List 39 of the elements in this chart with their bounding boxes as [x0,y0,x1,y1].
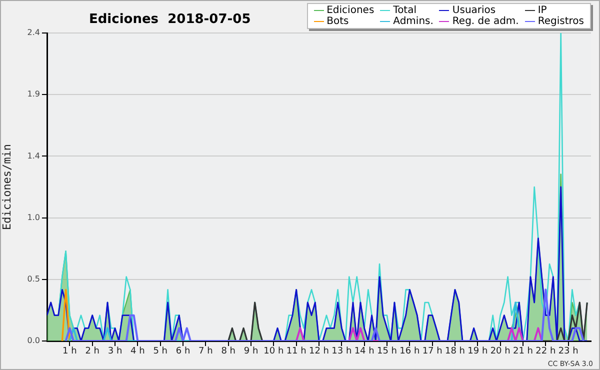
x-tick-label: 17 h [422,346,442,357]
y-tick-label: 1.0 [27,212,40,222]
x-tick-label: 4 h [130,346,145,357]
x-tick-label: 22 h [536,346,556,357]
x-tick-label: 10 h [264,346,284,357]
y-tick-label: 1.4 [27,151,40,160]
chart-title: Ediciones 2018-07-05 [89,12,251,27]
legend-label: IP [536,5,548,16]
y-tick-label: 0.0 [27,336,40,346]
y-tick-label: 0.5 [27,274,40,284]
x-tick-label: 8 h [221,346,236,357]
y-axis-title: Ediciones/min [0,144,14,230]
legend-label: Reg. de adm. [451,16,519,27]
x-tick-label: 7 h [198,346,213,357]
x-tick-label: 21 h [512,346,534,357]
x-tick-label: 5 h [153,346,168,357]
legend-label: Total [392,5,418,16]
y-tick-label: 1.9 [27,90,40,99]
legend-label: Ediciones [326,5,374,16]
x-tick-label: 2 h [85,346,100,357]
x-tick-label: 12 h [308,346,330,357]
x-tick-label: 23 h [558,346,578,357]
x-tick-label: 13 h [332,346,352,357]
legend-label: Admins. [392,16,434,27]
y-tick-label: 2.4 [27,28,40,38]
x-tick-label: 9 h [244,346,258,357]
legend-label: Bots [326,16,350,27]
x-tick-label: 19 h [468,346,488,357]
x-tick-label: 20 h [490,346,510,357]
x-tick-label: 18 h [444,346,466,357]
x-tick-label: 3 h [108,346,122,357]
x-tick-label: 6 h [176,346,190,357]
x-tick-label: 14 h [354,346,374,357]
x-tick-label: 11 h [286,346,306,357]
x-tick-label: 1 h [62,346,77,357]
x-tick-label: 15 h [376,346,398,357]
x-tick-label: 16 h [400,346,420,357]
legend-label: Usuarios [451,5,497,16]
legend-label: Registros [536,16,584,27]
